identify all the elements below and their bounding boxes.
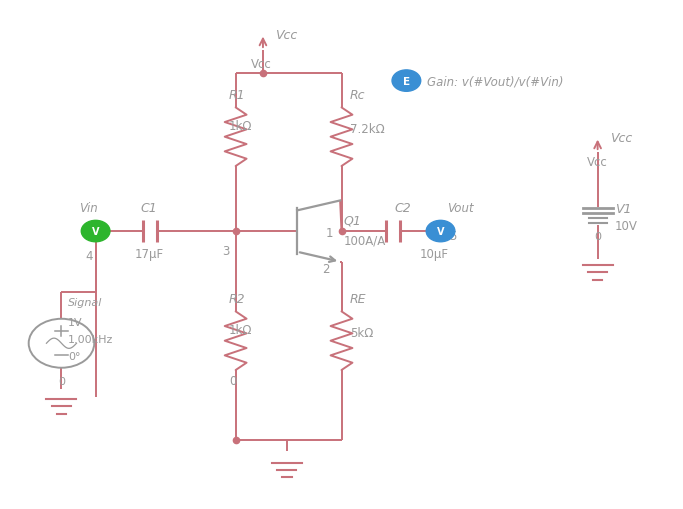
Text: Vcc: Vcc bbox=[610, 132, 632, 145]
Text: 17μF: 17μF bbox=[135, 247, 163, 260]
Text: E: E bbox=[403, 76, 410, 87]
Circle shape bbox=[392, 71, 421, 92]
Text: Gain: v(#Vout)/v(#Vin): Gain: v(#Vout)/v(#Vin) bbox=[427, 75, 563, 88]
Text: 10μF: 10μF bbox=[420, 247, 449, 260]
Circle shape bbox=[81, 221, 110, 242]
Text: 1: 1 bbox=[326, 227, 333, 240]
Circle shape bbox=[426, 221, 455, 242]
Text: 3: 3 bbox=[222, 244, 229, 258]
Text: Vcc: Vcc bbox=[251, 58, 272, 71]
Text: 4: 4 bbox=[85, 249, 92, 263]
Text: V1: V1 bbox=[615, 202, 631, 215]
Text: Vout: Vout bbox=[447, 201, 474, 214]
Text: 1V: 1V bbox=[68, 318, 83, 328]
Text: V: V bbox=[437, 227, 444, 237]
Text: R2: R2 bbox=[229, 293, 245, 306]
Text: 0°: 0° bbox=[68, 351, 81, 361]
Text: 0: 0 bbox=[229, 374, 236, 387]
Text: 5kΩ: 5kΩ bbox=[350, 326, 373, 339]
Text: C2: C2 bbox=[395, 201, 412, 214]
Text: 1kΩ: 1kΩ bbox=[229, 120, 252, 133]
Text: 7.2kΩ: 7.2kΩ bbox=[350, 122, 385, 135]
Text: R1: R1 bbox=[229, 89, 245, 102]
Text: Vcc: Vcc bbox=[275, 29, 298, 42]
Text: Signal: Signal bbox=[68, 297, 102, 307]
Text: V: V bbox=[92, 227, 99, 237]
Text: 0: 0 bbox=[594, 231, 601, 241]
Text: 2: 2 bbox=[322, 262, 329, 275]
Text: Vcc: Vcc bbox=[587, 155, 608, 168]
Text: C1: C1 bbox=[141, 201, 157, 214]
Text: 1.00kHz: 1.00kHz bbox=[68, 334, 113, 345]
Text: 100A/A: 100A/A bbox=[344, 234, 386, 247]
Text: Rc: Rc bbox=[350, 89, 365, 102]
Text: 10V: 10V bbox=[615, 219, 637, 232]
Text: 5: 5 bbox=[449, 229, 456, 242]
Text: Q1: Q1 bbox=[344, 214, 361, 227]
Text: 1kΩ: 1kΩ bbox=[229, 323, 252, 336]
Text: RE: RE bbox=[350, 293, 366, 306]
Text: Vin: Vin bbox=[79, 201, 98, 214]
Text: 0: 0 bbox=[58, 376, 65, 386]
